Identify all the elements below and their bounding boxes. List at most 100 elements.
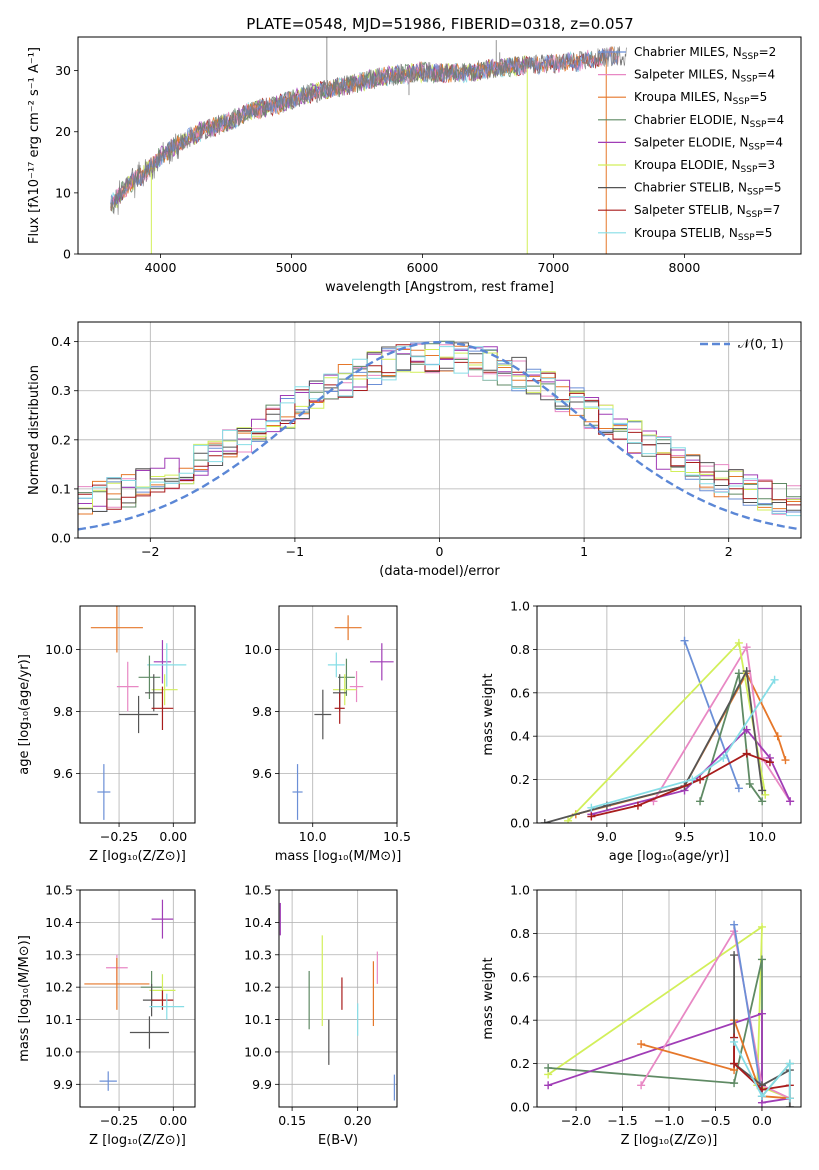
y-axis-label: mass weight — [481, 957, 496, 1039]
y-tick-label: 10.1 — [244, 1012, 272, 1027]
y-tick-label: 0.1 — [51, 481, 71, 496]
x-tick-label: 9.0 — [597, 829, 617, 844]
x-tick-label: 0 — [436, 544, 444, 559]
series-marker-kroupa_elodie — [761, 790, 770, 799]
series-marker-salpeter_elodie — [742, 725, 751, 734]
series-marker-kroupa_stelib — [785, 1094, 794, 1103]
axes-frame-age_vs_mass — [278, 605, 398, 824]
y-tick-label: 0.2 — [51, 432, 71, 447]
series-marker-kroupa_stelib — [770, 675, 779, 684]
axes-frame-mass_vs_Z — [79, 889, 196, 1108]
x-axis-label: E(B-V) — [318, 1133, 358, 1148]
series-marker-kroupa_stelib — [730, 1037, 739, 1046]
series-marker-kroupa_stelib — [785, 1059, 794, 1068]
x-tick-label: −2.0 — [561, 1113, 591, 1128]
y-axis-label: Flux [fλ10⁻¹⁷ erg cm⁻² s⁻¹ A⁻¹] — [27, 47, 42, 244]
y-tick-label: 0.0 — [51, 531, 71, 546]
x-axis-label: age [log₁₀(age/yr)] — [609, 849, 730, 864]
series-marker-salpeter_elodie — [757, 1009, 766, 1018]
y-tick-label: 0.0 — [510, 1100, 530, 1115]
y-tick-label: 0.3 — [51, 383, 71, 398]
plot-area-age_vs_Z — [80, 606, 195, 823]
series-marker-chabrier_elodie — [544, 1063, 553, 1072]
series-line-chabrier_miles — [733, 924, 763, 1097]
series-marker-salpeter_stelib — [742, 749, 751, 758]
series-line-kroupa_stelib — [591, 679, 776, 809]
errorbar-point-salpeter_elodie — [151, 899, 174, 939]
series-marker-salpeter_stelib — [730, 1059, 739, 1068]
errorbar-point-chabrier_stelib — [119, 695, 159, 734]
y-tick-label: 0.2 — [510, 772, 530, 787]
errorbar-point-salpeter_elodie — [370, 643, 394, 681]
x-tick-label: 7000 — [538, 260, 570, 275]
series-marker-chabrier_miles — [734, 784, 743, 793]
x-tick-label: 10.0 — [748, 829, 776, 844]
y-tick-label: 0.4 — [510, 1013, 530, 1028]
series-marker-kroupa_stelib — [688, 775, 697, 784]
errorbar-point-chabrier_miles — [97, 764, 111, 820]
y-tick-label: 10.0 — [244, 642, 272, 657]
y-tick-label: 0.0 — [510, 816, 530, 831]
series-marker-chabrier_elodie — [757, 955, 766, 964]
legend-label-chabrier_miles: Chabrier MILES, NSSP=2 — [634, 45, 776, 62]
x-axis-label: (data-model)/error — [379, 564, 500, 579]
x-tick-label: −1.0 — [654, 1113, 684, 1128]
y-tick-label: 0.8 — [510, 642, 530, 657]
y-tick-label: 10 — [55, 185, 71, 200]
axes-frame-residuals — [77, 321, 802, 539]
spectrum-data — [110, 46, 627, 215]
errorbar-point-salpeter_miles — [116, 661, 139, 712]
y-tick-label: 0.2 — [510, 1056, 530, 1071]
x-tick-label: 1 — [580, 544, 588, 559]
series-marker-chabrier_stelib — [785, 1103, 794, 1107]
y-tick-label: 9.6 — [252, 766, 272, 781]
y-tick-label: 10.0 — [45, 1044, 73, 1059]
x-tick-label: 5000 — [276, 260, 308, 275]
y-tick-label: 0.4 — [51, 334, 71, 349]
x-tick-label: −2 — [141, 544, 159, 559]
histogram-kroupa_stelib — [78, 346, 801, 517]
series-marker-kroupa_miles — [773, 732, 782, 741]
y-tick-label: 10.4 — [244, 915, 272, 930]
series-marker-salpeter_miles — [637, 1081, 646, 1090]
series-marker-salpeter_miles — [742, 643, 751, 652]
x-axis-label: mass [log₁₀(M/M⊙)] — [275, 849, 402, 864]
x-tick-label: −0.25 — [100, 829, 138, 844]
y-tick-label: 9.9 — [252, 1077, 272, 1092]
series-marker-chabrier_stelib — [758, 786, 767, 795]
y-tick-label: 10.3 — [244, 947, 272, 962]
x-axis-label: Z [log₁₀(Z/Z⊙)] — [89, 849, 186, 864]
x-tick-label: 0.0 — [752, 1113, 772, 1128]
legend-label-chabrier_elodie: Chabrier ELODIE, NSSP=4 — [634, 113, 784, 130]
errorbar-point-salpeter_stelib — [334, 692, 345, 724]
y-tick-label: 10.2 — [244, 980, 272, 995]
series-line-kroupa_elodie — [547, 925, 791, 1100]
y-tick-label: 10.0 — [244, 1044, 272, 1059]
errorbar-point-kroupa_elodie — [151, 674, 178, 706]
legend-label-chabrier_stelib: Chabrier STELIB, NSSP=5 — [634, 181, 782, 198]
legend-label-gaussian: 𝒩(0, 1) — [738, 336, 784, 351]
legend-label-salpeter_stelib: Salpeter STELIB, NSSP=7 — [634, 203, 780, 220]
errorbar-point-kroupa_miles — [84, 958, 150, 1010]
y-tick-label: 10.5 — [45, 883, 73, 898]
errorbar-point-chabrier_miles — [292, 764, 303, 820]
x-tick-label: 0.00 — [159, 1113, 187, 1128]
errorbar-point-kroupa_miles — [334, 615, 362, 641]
errorbar-point-chabrier_stelib — [314, 689, 332, 740]
y-tick-label: 1.0 — [510, 883, 530, 898]
series-marker-chabrier_elodie — [696, 797, 705, 806]
x-tick-label: −1.5 — [607, 1113, 637, 1128]
series-line-salpeter_elodie — [547, 1012, 790, 1104]
x-tick-label: 10.5 — [383, 829, 411, 844]
series-marker-kroupa_stelib — [757, 1092, 766, 1101]
axes-frame-mass_vs_ebv — [278, 889, 398, 1108]
plot-area-age_vs_mass — [279, 606, 397, 823]
series-line-kroupa_stelib — [733, 1041, 791, 1099]
x-tick-label: 6000 — [407, 260, 439, 275]
errorbar-point-chabrier_elodie — [138, 655, 161, 699]
y-axis-label: age [log₁₀(age/yr)] — [17, 654, 32, 775]
y-tick-label: 10.5 — [244, 883, 272, 898]
series-marker-chabrier_stelib — [730, 951, 739, 960]
